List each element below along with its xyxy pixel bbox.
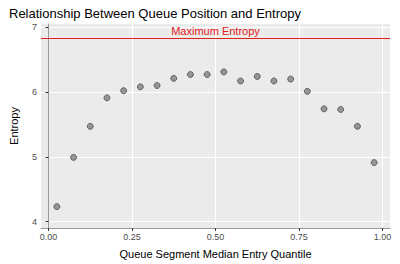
svg-text:4: 4 (32, 217, 37, 227)
svg-text:5: 5 (32, 152, 37, 162)
svg-text:0.50: 0.50 (207, 232, 225, 242)
svg-text:7: 7 (32, 22, 37, 32)
svg-text:Relationship Between Queue Pos: Relationship Between Queue Position and … (9, 6, 301, 21)
svg-text:6: 6 (32, 87, 37, 97)
svg-text:Entropy: Entropy (8, 107, 20, 145)
svg-text:Queue Segment Median Entry Qua: Queue Segment Median Entry Quantile (119, 248, 311, 260)
svg-text:0.00: 0.00 (40, 232, 58, 242)
svg-text:1.00: 1.00 (374, 232, 392, 242)
svg-text:Maximum Entropy: Maximum Entropy (171, 25, 260, 37)
svg-text:0.25: 0.25 (123, 232, 141, 242)
svg-text:0.75: 0.75 (290, 232, 308, 242)
